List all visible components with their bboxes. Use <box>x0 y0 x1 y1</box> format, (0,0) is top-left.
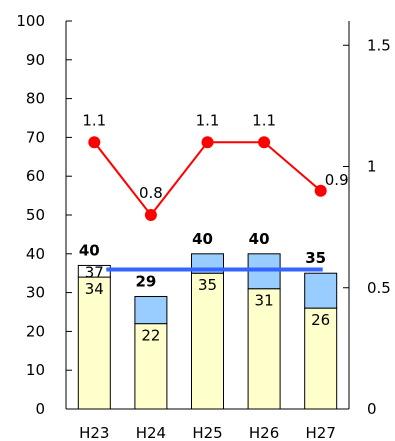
rate-point <box>258 136 271 149</box>
bar-base-value-label: 31 <box>255 292 274 310</box>
x-category-label: H26 <box>249 424 279 441</box>
bar-total-label: 40 <box>79 241 100 259</box>
bar-base-segment <box>304 307 338 410</box>
bar-base-value-label: 26 <box>311 311 330 329</box>
right-axis-ticks: 0 0.5 1 1.5 <box>343 36 391 418</box>
left-tick-label: 60 <box>26 167 45 185</box>
right-tick-label: 0 <box>367 400 377 418</box>
left-tick-label: 90 <box>26 51 45 69</box>
left-tick-label: 40 <box>26 245 45 263</box>
bar-base-segment <box>247 288 281 410</box>
rate-point-label: 0.8 <box>139 184 163 202</box>
rate-point-label: 1.1 <box>82 111 106 129</box>
bar-base-value-label: 22 <box>141 327 160 345</box>
bar-top-value-label: 37 <box>85 263 104 281</box>
x-category-label: H24 <box>136 424 166 441</box>
rate-point-label: 1.1 <box>252 111 276 129</box>
left-tick-label: 0 <box>35 400 45 418</box>
bar-base-segment <box>191 272 224 410</box>
x-category-label: H25 <box>192 424 222 441</box>
rate-line-group: 1.1 0.8 1.1 1.1 0.9 <box>82 111 349 221</box>
bar-base-value-label: 34 <box>85 280 104 298</box>
left-tick-label: 70 <box>26 128 45 146</box>
bar-total-label: 40 <box>192 230 213 248</box>
x-category-label: H23 <box>79 424 109 441</box>
left-tick-label: 80 <box>26 90 45 108</box>
bar-base-value-label: 35 <box>198 276 217 294</box>
rate-line <box>93 141 322 217</box>
rate-point <box>88 136 101 149</box>
left-axis-ticks: 0 10 20 30 40 50 60 70 80 90 100 <box>16 12 72 418</box>
x-category-label: H27 <box>306 424 336 441</box>
right-tick-label: 0.5 <box>367 279 391 297</box>
bar-total-label: 35 <box>305 249 326 267</box>
bar-total-label: 40 <box>249 230 270 248</box>
left-tick-label: 100 <box>16 12 45 30</box>
bar-total-label: 29 <box>135 272 156 290</box>
left-tick-label: 30 <box>26 284 45 302</box>
rate-point <box>144 209 157 221</box>
bar-top-segment <box>134 295 168 325</box>
rate-point <box>201 136 214 149</box>
x-axis-labels: H23 H24 H25 H26 H27 <box>79 424 336 441</box>
left-tick-label: 20 <box>26 322 45 340</box>
right-tick-label: 1 <box>367 158 377 176</box>
rate-point-label: 0.9 <box>325 171 349 189</box>
right-tick-label: 1.5 <box>367 36 391 54</box>
rate-point <box>314 184 327 197</box>
bar-base-segment <box>134 323 168 410</box>
rate-point-label: 1.1 <box>196 111 220 129</box>
left-tick-label: 50 <box>26 206 45 224</box>
left-tick-label: 10 <box>26 361 45 379</box>
bar-top-segment <box>304 272 338 309</box>
